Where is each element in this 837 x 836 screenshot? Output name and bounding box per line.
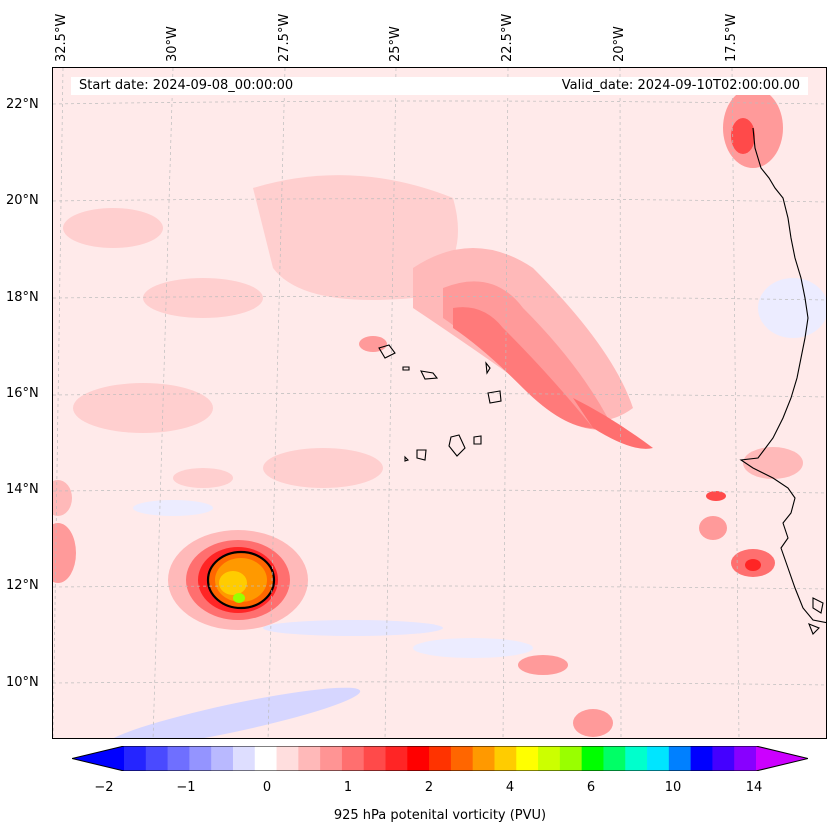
- colorbar-segment: [647, 746, 670, 771]
- colorbar-tick-label: −1: [176, 780, 196, 795]
- colorbar-segment: [472, 746, 495, 771]
- colorbar-tick-label: 1: [343, 780, 353, 795]
- colorbar-segment: [167, 746, 190, 771]
- lon-label: 27.5°W: [277, 13, 292, 62]
- colorbar-segment: [407, 746, 430, 771]
- colorbar-segment: [189, 746, 212, 771]
- colorbar-segment: [668, 746, 692, 771]
- lat-label: 20°N: [6, 193, 39, 208]
- pv-field-map: [53, 68, 826, 738]
- map-panel: [52, 67, 827, 739]
- colorbar-extend-min: [72, 746, 124, 771]
- colorbar-segment: [254, 746, 278, 771]
- colorbar-tick-label: 2: [424, 780, 434, 795]
- lat-label: 22°N: [6, 97, 39, 112]
- colorbar-segment: [603, 746, 626, 771]
- colorbar: [72, 746, 808, 771]
- colorbar-segment: [211, 746, 234, 771]
- colorbar-segment: [124, 746, 147, 771]
- coastlines: [378, 127, 826, 635]
- colorbar-tick-label: 6: [586, 780, 596, 795]
- colorbar-tick-label: 0: [262, 780, 272, 795]
- colorbar-segment: [450, 746, 474, 771]
- valid-date-label: Valid_date: 2024-09-10T02:00:00.00: [561, 78, 800, 93]
- lon-label: 22.5°W: [500, 13, 515, 62]
- colorbar-segment: [276, 746, 299, 771]
- colorbar-segment: [690, 746, 713, 771]
- pv-contours: [53, 88, 826, 738]
- lon-label: 17.5°W: [724, 13, 739, 62]
- lat-label: 14°N: [6, 482, 39, 497]
- lon-label: 32.5°W: [54, 13, 69, 62]
- colorbar-segment: [145, 746, 169, 771]
- lon-label: 30°W: [165, 26, 180, 62]
- lat-label: 12°N: [6, 578, 39, 593]
- colorbar-tick-label: −2: [94, 780, 114, 795]
- colorbar-segment: [232, 746, 256, 771]
- lon-label: 20°W: [612, 26, 627, 62]
- colorbar-segment: [712, 746, 735, 771]
- colorbar-segment: [429, 746, 452, 771]
- colorbar-segment: [625, 746, 648, 771]
- colorbar-segment: [494, 746, 517, 771]
- lat-label: 10°N: [6, 675, 39, 690]
- colorbar-segment: [538, 746, 561, 771]
- colorbar-tick-label: 14: [745, 780, 763, 795]
- colorbar-segment: [385, 746, 408, 771]
- colorbar-segment: [559, 746, 583, 771]
- colorbar-tick-label: 4: [505, 780, 515, 795]
- colorbar-segment: [320, 746, 343, 771]
- lat-label: 18°N: [6, 290, 39, 305]
- colorbar-extend-max: [756, 746, 808, 771]
- lon-label: 25°W: [388, 26, 403, 62]
- colorbar-segment: [581, 746, 604, 771]
- date-banner: Start date: 2024-09-08_00:00:00 Valid_da…: [71, 77, 808, 95]
- start-date-label: Start date: 2024-09-08_00:00:00: [79, 78, 294, 93]
- lat-label: 16°N: [6, 386, 39, 401]
- colorbar-segment: [516, 746, 539, 771]
- colorbar-tick-label: 10: [664, 780, 682, 795]
- colorbar-segment: [734, 746, 757, 771]
- colorbar-segment: [363, 746, 387, 771]
- colorbar-segment: [298, 746, 321, 771]
- graticule: [53, 68, 826, 738]
- colorbar-segment: [341, 746, 365, 771]
- colorbar-title: 925 hPa potenital vorticity (PVU): [333, 808, 547, 823]
